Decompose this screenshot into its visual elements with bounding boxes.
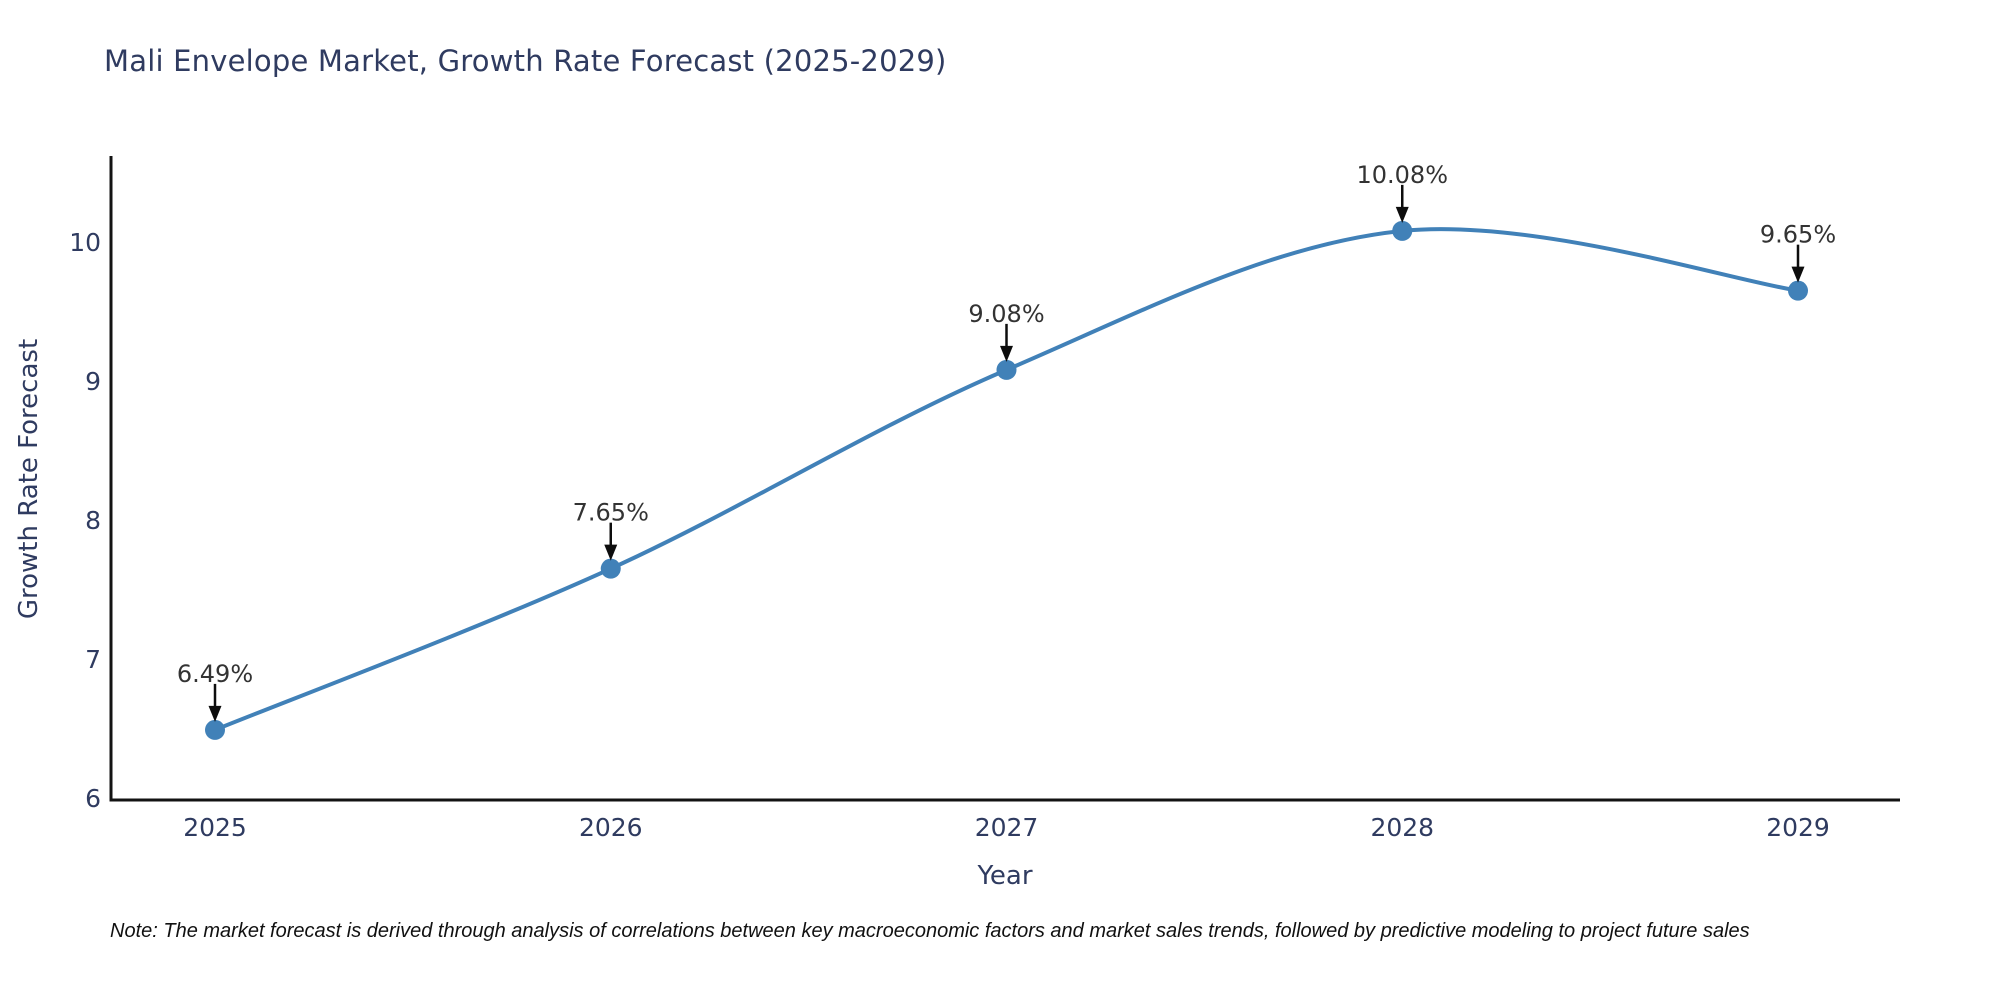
annotation-arrowhead (208, 705, 222, 722)
annotation-arrowhead (1395, 206, 1409, 223)
y-tick-label: 9 (85, 367, 101, 396)
data-point-label: 7.65% (573, 499, 649, 527)
data-point-label: 9.08% (968, 300, 1044, 328)
y-axis-title: Growth Rate Forecast (14, 338, 44, 620)
data-point-marker (1788, 280, 1808, 301)
y-tick-label: 6 (85, 784, 101, 813)
data-point-marker (1392, 220, 1413, 241)
annotation-arrowhead (604, 544, 618, 561)
data-point-marker (996, 359, 1017, 380)
y-tick-label: 10 (69, 228, 101, 257)
x-tick-label: 2027 (975, 813, 1039, 842)
y-tick-label: 8 (85, 506, 101, 535)
data-point-label: 6.49% (177, 660, 253, 688)
x-tick-label: 2028 (1370, 813, 1434, 842)
y-tick-label: 7 (85, 645, 101, 674)
annotation-arrowhead (1000, 345, 1013, 362)
annotation-arrowhead (1791, 266, 1805, 283)
footnote: Note: The market forecast is derived thr… (110, 920, 1750, 942)
data-point-label: 10.08% (1356, 161, 1448, 189)
chart-title: Mali Envelope Market, Growth Rate Foreca… (104, 44, 947, 78)
data-point-label: 9.65% (1760, 221, 1836, 249)
x-tick-label: 2029 (1766, 813, 1830, 842)
data-point-marker (205, 719, 225, 740)
x-tick-label: 2025 (183, 813, 247, 842)
x-axis-title: Year (977, 861, 1033, 891)
data-point-marker (600, 558, 621, 579)
x-tick-label: 2026 (579, 813, 643, 842)
